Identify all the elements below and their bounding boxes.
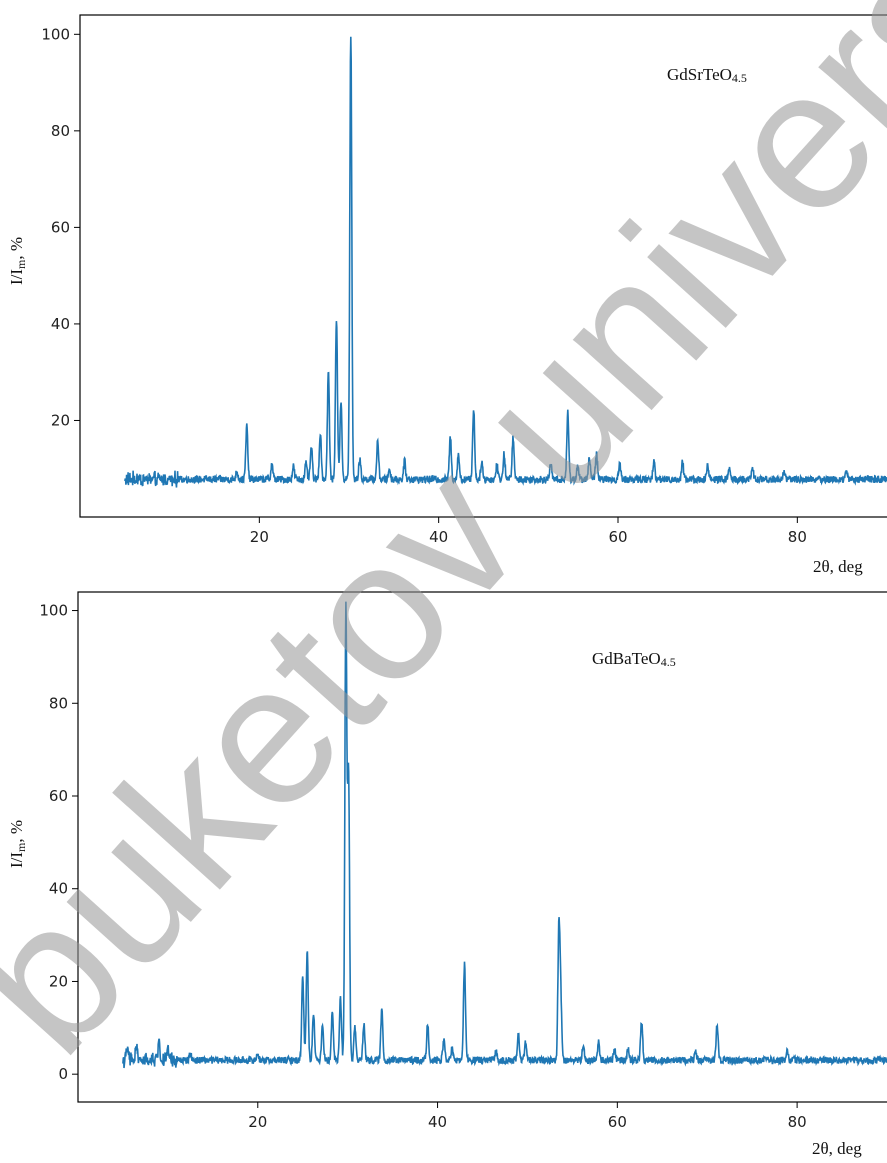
x-axis-title: 2θ, deg	[813, 557, 863, 576]
y-tick-label: 80	[51, 122, 70, 140]
x-tick-label: 80	[788, 528, 807, 546]
x-axis-title: 2θ, deg	[812, 1139, 862, 1158]
x-tick-label: 20	[248, 1113, 267, 1131]
y-tick-label: 20	[51, 411, 70, 429]
sample-label: GdBaTeO4.5	[592, 649, 676, 669]
y-tick-label: 60	[51, 218, 70, 236]
x-tick-label: 60	[608, 1113, 627, 1131]
watermark-text: buketov univers	[0, 0, 887, 1094]
x-tick-label: 60	[608, 528, 627, 546]
y-tick-label: 80	[49, 694, 68, 712]
y-axis-title: I/Im, %	[7, 237, 28, 285]
x-tick-label: 20	[250, 528, 269, 546]
y-tick-label: 100	[41, 25, 70, 43]
x-tick-label: 80	[788, 1113, 807, 1131]
x-tick-label: 40	[428, 1113, 447, 1131]
y-tick-label: 100	[39, 602, 68, 620]
y-tick-label: 40	[51, 315, 70, 333]
